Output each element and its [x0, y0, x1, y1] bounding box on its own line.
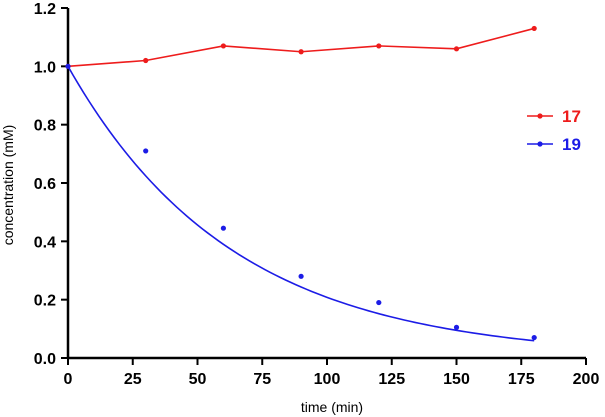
y-tick-label: 0.4	[34, 234, 56, 251]
y-tick-label: 1.2	[34, 1, 56, 18]
series-17	[65, 25, 537, 69]
x-tick-label: 125	[378, 371, 405, 388]
x-tick-label: 50	[189, 371, 207, 388]
y-tick-label: 1.0	[34, 59, 56, 76]
y-tick-label: 0.8	[34, 118, 56, 135]
y-axis-title: concentration (mM)	[0, 125, 16, 246]
legend-marker-19	[537, 141, 543, 147]
data-point-19	[376, 299, 382, 306]
series-layer	[65, 25, 537, 342]
x-tick-label: 0	[64, 371, 73, 388]
x-tick-label: 75	[253, 371, 271, 388]
data-point-19	[220, 225, 226, 231]
x-tick-label: 200	[573, 371, 600, 388]
y-tick-label: 0.2	[34, 293, 56, 310]
data-point-17	[298, 49, 304, 55]
x-tick-label: 100	[314, 371, 341, 388]
data-point-17	[376, 43, 382, 49]
x-axis-title: time (min)	[301, 399, 363, 415]
data-point-19	[298, 273, 304, 279]
x-tick-label: 25	[124, 371, 142, 388]
y-tick-label: 0.0	[34, 351, 56, 368]
series-19	[65, 63, 537, 342]
legend-label-19: 19	[562, 135, 581, 154]
data-point-17	[453, 46, 460, 52]
ticks: 0 25 50 75 100 125 150 175 200 0.0 0.2 0.4 0.6 0.8 1.0…	[34, 1, 600, 388]
data-point-19	[65, 63, 71, 69]
data-point-19	[453, 324, 460, 330]
legend-marker-17	[537, 113, 543, 119]
series-line-17	[67, 27, 535, 68]
legend-label-17: 17	[562, 107, 581, 126]
x-tick-label: 175	[508, 371, 535, 388]
data-point-17	[143, 57, 149, 64]
y-tick-label: 0.6	[34, 176, 56, 193]
x-tick-label: 150	[443, 371, 470, 388]
data-point-19	[143, 148, 149, 154]
data-point-17	[531, 25, 537, 32]
data-point-19	[531, 334, 537, 341]
data-point-17	[220, 43, 226, 49]
series-line-19	[67, 65, 535, 342]
